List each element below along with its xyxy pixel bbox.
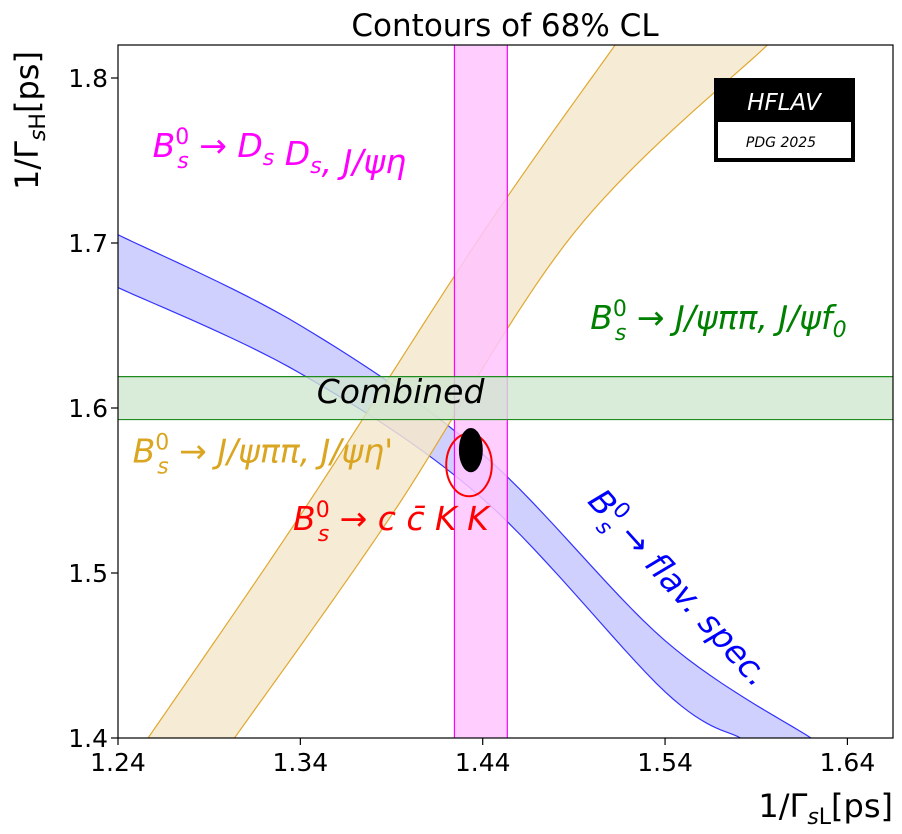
annotation-b-s-0-d-s-d-s-j: B0 s → Ds Ds, J/ψη — [153, 125, 407, 181]
series-b-s-0-j-j-edge-a — [147, 45, 616, 738]
annotation-combined: Combined — [317, 372, 486, 411]
x-tick-label: 1.24 — [90, 748, 146, 777]
y-tick-label: 1.7 — [68, 229, 108, 258]
y-tick-label: 1.6 — [68, 394, 108, 423]
chart-title: Contours of 68% CL — [351, 8, 659, 44]
x-tick-label: 1.44 — [455, 748, 511, 777]
y-tick-label: 1.5 — [68, 559, 108, 588]
series-b-s-0-j-j-f-0-band — [118, 376, 893, 420]
annotation-b-s-0-j-j-f-0: B0 s → J/ψππ, J/ψf0 — [590, 297, 846, 346]
logo-sub-text: PDG 2025 — [746, 135, 816, 151]
y-tick-label: 1.4 — [68, 724, 108, 753]
x-tick-label: 1.34 — [273, 748, 329, 777]
plot-frame — [117, 44, 894, 739]
plot-area — [118, 45, 893, 738]
annotation-b-s-0-j-j: B0 s → J/ψππ, J/ψη' — [133, 430, 394, 479]
hflav-logo: HFLAV PDG 2025 — [714, 78, 855, 162]
annotation-b-s-0-c-c-k-k: B0 s → c c̄ K K — [293, 498, 491, 547]
x-tick-label: 1.54 — [637, 748, 693, 777]
x-axis-label: 1/ΓsL[ps] — [758, 787, 893, 830]
y-axis-label: 1/ΓsH[ps] — [8, 51, 51, 190]
logo-main-text: HFLAV — [747, 90, 823, 116]
x-tick-label: 1.64 — [820, 748, 876, 777]
series-combined-ellipse — [458, 427, 483, 473]
y-tick-label: 1.8 — [68, 64, 108, 93]
series-b-s-0-flav-spec-band — [118, 234, 811, 738]
